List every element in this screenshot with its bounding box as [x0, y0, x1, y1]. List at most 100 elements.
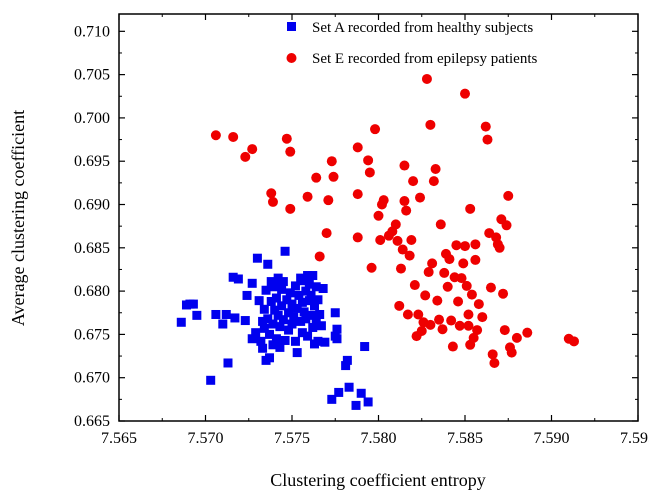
x-tick-label: 7.580 — [361, 430, 397, 447]
data-point-square — [363, 397, 373, 407]
data-point-square — [332, 324, 342, 334]
data-point-circle — [352, 232, 363, 243]
data-point-circle — [281, 133, 292, 144]
data-point-square — [316, 321, 326, 331]
data-point-circle — [210, 130, 221, 141]
data-point-square — [258, 316, 268, 326]
data-point-square — [287, 299, 297, 309]
data-point-square — [304, 296, 314, 306]
data-point-circle — [444, 254, 455, 265]
data-point-circle — [460, 88, 470, 99]
data-point-square — [318, 284, 328, 294]
data-point-circle — [240, 151, 251, 162]
data-point-circle — [451, 240, 462, 251]
data-point-circle — [498, 288, 509, 299]
data-point-square — [285, 288, 295, 298]
data-point-square — [315, 309, 325, 319]
data-point-circle — [425, 319, 436, 330]
data-point-square — [188, 299, 198, 309]
data-point-circle — [482, 134, 493, 145]
data-point-square — [341, 361, 351, 371]
data-point-circle — [267, 196, 278, 207]
x-tick-label: 7.570 — [188, 430, 224, 447]
y-tick-label: 0.670 — [74, 370, 110, 387]
y-tick-label: 0.665 — [74, 413, 110, 430]
y-tick-label: 0.700 — [74, 110, 110, 127]
data-point-square — [299, 307, 309, 317]
data-point-circle — [447, 341, 458, 352]
data-point-circle — [439, 267, 450, 278]
legend-marker-set-e — [286, 53, 297, 63]
y-tick-label: 0.695 — [74, 153, 110, 170]
data-point-square — [247, 278, 257, 288]
data-point-circle — [480, 121, 491, 132]
data-point-square — [330, 308, 340, 318]
y-tick-label: 0.680 — [74, 283, 110, 300]
data-point-square — [284, 325, 294, 335]
data-point-circle — [375, 235, 386, 246]
data-point-circle — [363, 155, 374, 166]
data-point-square — [275, 342, 285, 352]
data-point-square — [287, 319, 297, 329]
data-point-circle — [390, 219, 401, 230]
data-point-circle — [501, 220, 512, 231]
x-tick-label: 7.565 — [101, 430, 137, 447]
data-point-square — [311, 316, 321, 326]
data-point-circle — [494, 242, 505, 253]
x-tick-labels: 7.565 7.570 7.575 7.580 7.585 7.590 7.595 — [101, 430, 649, 447]
data-point-square — [228, 272, 238, 282]
data-point-square — [275, 322, 285, 332]
x-axis-label: Clustering coefficient entropy — [270, 470, 486, 490]
series-0 — [176, 246, 373, 410]
data-point-circle — [442, 281, 453, 292]
data-point-circle — [453, 296, 464, 307]
data-point-square — [278, 277, 288, 287]
data-point-square — [309, 301, 319, 311]
data-point-square — [356, 388, 366, 398]
data-point-circle — [311, 172, 322, 183]
data-point-circle — [425, 119, 436, 130]
data-point-circle — [446, 315, 457, 326]
data-point-square — [211, 309, 221, 319]
data-point-circle — [328, 171, 339, 182]
data-point-circle — [420, 290, 431, 301]
data-point-square — [292, 348, 302, 358]
data-point-square — [313, 295, 323, 305]
data-point-circle — [397, 244, 408, 255]
data-point-square — [297, 297, 307, 307]
x-tick-label: 7.585 — [447, 430, 483, 447]
data-point-square — [263, 314, 273, 324]
data-point-circle — [511, 332, 522, 343]
data-point-circle — [366, 262, 377, 273]
data-point-square — [313, 336, 323, 346]
data-point-circle — [409, 280, 420, 291]
data-point-circle — [421, 73, 432, 84]
data-point-circle — [404, 250, 415, 261]
data-point-circle — [485, 282, 496, 293]
data-point-square — [306, 290, 316, 300]
data-point-square — [290, 281, 300, 291]
data-point-square — [280, 246, 290, 256]
data-point-square — [332, 334, 342, 344]
data-point-square — [278, 315, 288, 325]
data-point-square — [192, 310, 202, 320]
data-point-square — [344, 382, 354, 392]
data-point-circle — [463, 309, 474, 320]
data-point-square — [351, 400, 361, 410]
legend-marker-set-a — [287, 22, 296, 31]
data-point-square — [256, 336, 266, 346]
data-point-circle — [477, 312, 488, 323]
data-point-circle — [394, 300, 405, 311]
data-point-circle — [352, 189, 363, 200]
data-point-circle — [461, 280, 472, 291]
data-point-circle — [378, 195, 389, 206]
data-point-circle — [323, 195, 334, 206]
data-point-square — [290, 336, 300, 346]
data-point-circle — [487, 349, 498, 360]
data-point-square — [303, 331, 313, 341]
plot-points — [176, 73, 579, 410]
data-point-square — [223, 358, 233, 368]
data-point-square — [271, 334, 281, 344]
data-point-square — [311, 282, 321, 292]
